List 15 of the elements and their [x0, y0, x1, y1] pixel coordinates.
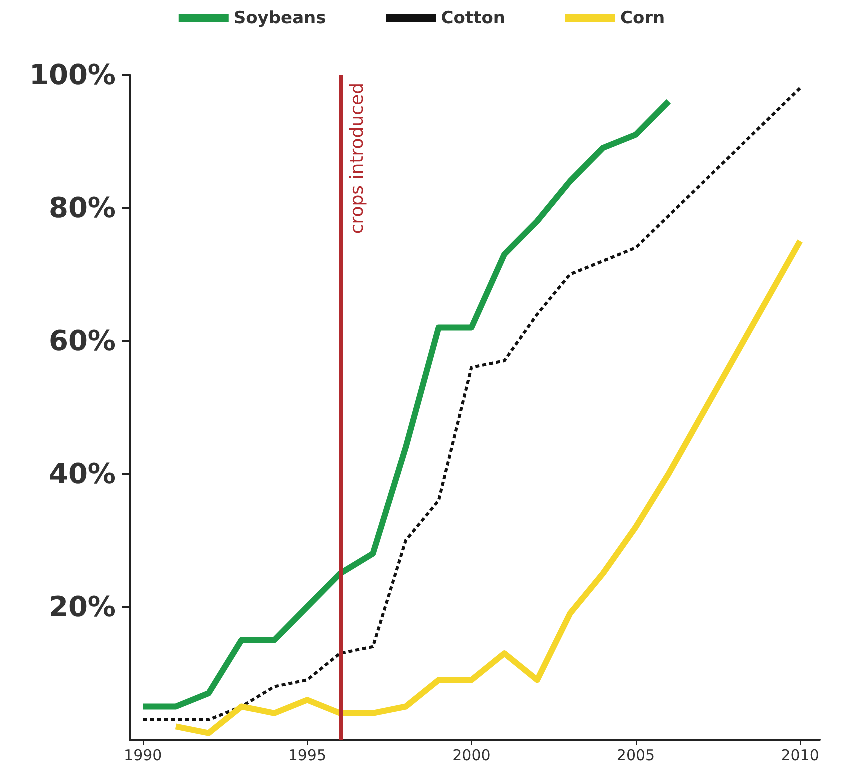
y-tick-label: 20%	[48, 590, 116, 624]
x-tick-label: 2000	[452, 746, 491, 764]
legend-label: Corn	[620, 8, 666, 28]
y-tick-label: 60%	[48, 324, 116, 358]
x-tick-label: 2005	[616, 746, 656, 764]
x-tick-label: 2010	[781, 746, 820, 764]
legend-label: Soybeans	[234, 8, 326, 28]
y-tick-label: 40%	[48, 458, 116, 490]
x-tick-label: 1995	[288, 746, 327, 764]
legend-label: Cotton	[441, 8, 506, 28]
y-tick-label: 80%	[48, 192, 116, 224]
ref-line-label: crops introduced	[346, 83, 368, 234]
line-series	[142, 86, 802, 722]
y-tick-label: 100%	[29, 58, 116, 92]
x-tick-label: 1990	[124, 746, 162, 764]
